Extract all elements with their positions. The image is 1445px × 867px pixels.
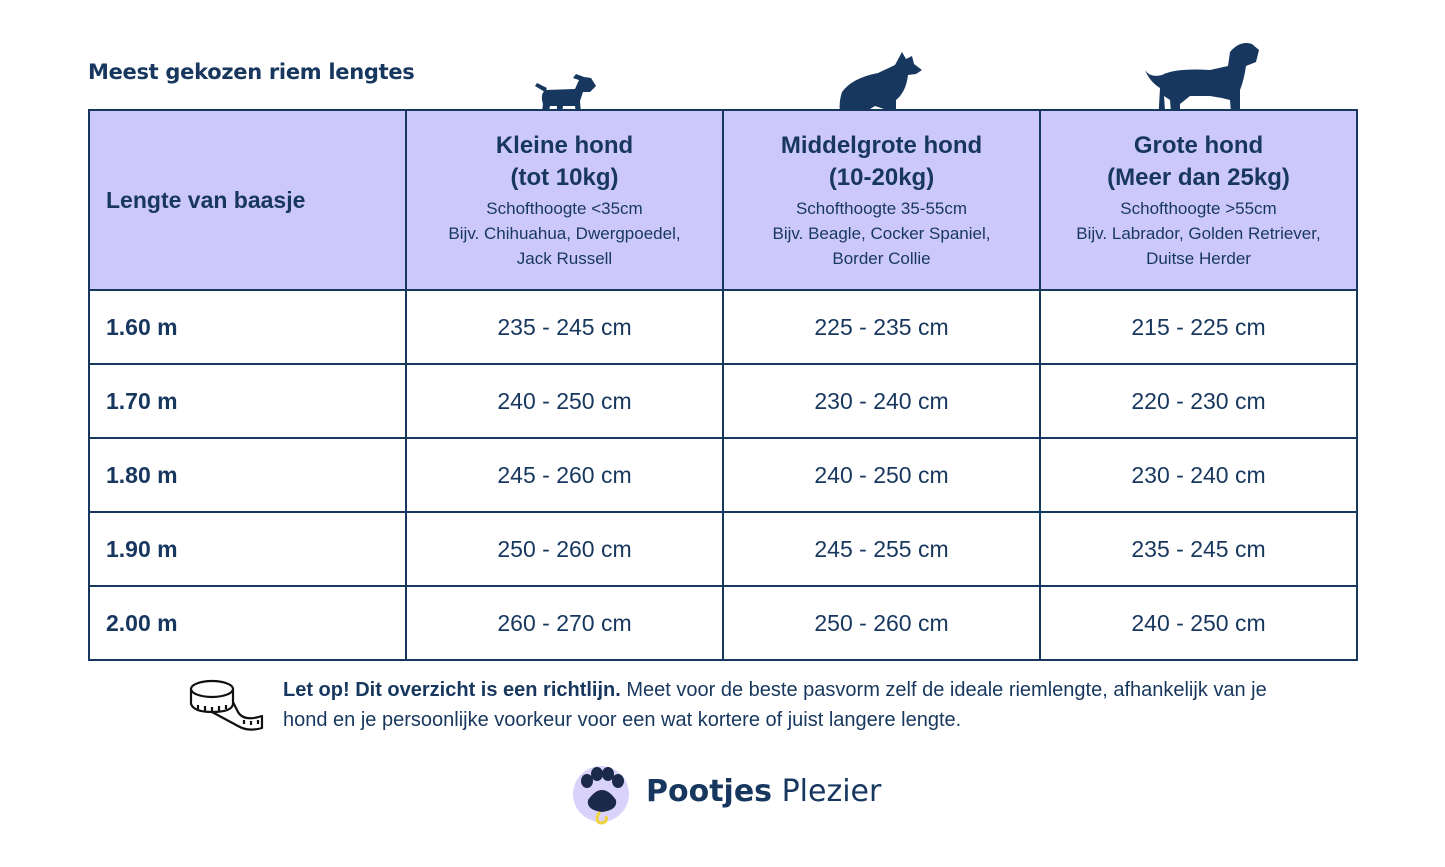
paw	[573, 766, 629, 825]
column-detail: Duitse Herder	[1146, 248, 1251, 268]
leash-length: 235 - 245 cm	[405, 289, 724, 365]
column-title: (10-20kg)	[828, 163, 935, 191]
table-body: 1.60 m 235 - 245 cm 225 - 235 cm 215 - 225 …	[88, 289, 1358, 661]
column-header: Kleine hond (tot 10kg) Schofthoogte <35c…	[405, 109, 724, 291]
logo-text: Pootjes Plezier	[646, 774, 881, 809]
column-header: Middelgrote hond (10-20kg) Schofthoogte …	[722, 109, 1041, 291]
column-title: Grote hond	[1133, 131, 1264, 159]
leash-length: 240 - 250 cm	[1039, 585, 1358, 661]
logo-icon	[573, 766, 629, 825]
column-detail: Bijv. Beagle, Cocker Spaniel,	[772, 223, 991, 243]
owner-height: 1.70 m	[88, 363, 407, 439]
leash-length: 260 - 270 cm	[405, 585, 724, 661]
column-title: (Meer dan 25kg)	[1107, 163, 1290, 191]
column-detail: Schofthoogte 35-55cm	[795, 198, 968, 218]
leash-length: 225 - 235 cm	[722, 289, 1041, 365]
measuring-tape-icon	[189, 679, 264, 731]
table-row: 1.70 m 240 - 250 cm 230 - 240 cm 220 - 230 …	[88, 363, 1358, 439]
column-detail: Bijv. Labrador, Golden Retriever,	[1076, 223, 1321, 243]
leash-length: 215 - 225 cm	[1039, 289, 1358, 365]
leash-table: Lengte van baasje Kleine hond (tot 10kg)…	[88, 109, 1358, 661]
page-title: Meest gekozen riem lengtes	[88, 60, 415, 84]
note-bold: Let op! Dit overzicht is een richtlijn.	[283, 679, 621, 701]
owner-height: 1.80 m	[88, 437, 407, 513]
column-header: Grote hond (Meer dan 25kg) Schofthoogte …	[1039, 109, 1358, 291]
column-detail: Border Collie	[832, 248, 931, 268]
leash-length: 235 - 245 cm	[1039, 511, 1358, 587]
corner-header: Lengte van baasje	[88, 109, 407, 291]
leash-length: 250 - 260 cm	[722, 585, 1041, 661]
logo-regular: Plezier	[781, 774, 882, 809]
leash-length: 250 - 260 cm	[405, 511, 724, 587]
table-row: 2.00 m 260 - 270 cm 250 - 260 cm 240 - 250 …	[88, 585, 1358, 661]
leash-length: 220 - 230 cm	[1039, 363, 1358, 439]
leash-length: 230 - 240 cm	[722, 363, 1041, 439]
leash-length: 230 - 240 cm	[1039, 437, 1358, 513]
table-row: 1.90 m 250 - 260 cm 245 - 255 cm 235 - 245 …	[88, 511, 1358, 587]
leash-length: 245 - 255 cm	[722, 511, 1041, 587]
logo-bold: Pootjes	[646, 774, 773, 809]
owner-height: 2.00 m	[88, 585, 407, 661]
note-text: Meet voor de beste pasvorm zelf de ideal…	[283, 679, 1267, 731]
owner-height: 1.90 m	[88, 511, 407, 587]
leash-length: 245 - 260 cm	[405, 437, 724, 513]
column-detail: Jack Russell	[516, 248, 613, 268]
column-detail: Bijv. Chihuahua, Dwergpoedel,	[448, 223, 681, 243]
column-detail: Schofthoogte <35cm	[486, 198, 643, 218]
table-row: 1.60 m 235 - 245 cm 225 - 235 cm 215 - 225 …	[88, 289, 1358, 365]
large-dog-icon	[1145, 43, 1259, 125]
column-detail: Schofthoogte >55cm	[1120, 198, 1277, 218]
column-title: (tot 10kg)	[510, 163, 619, 191]
table-row: 1.80 m 245 - 260 cm 240 - 250 cm 230 - 240 …	[88, 437, 1358, 513]
owner-height: 1.60 m	[88, 289, 407, 365]
column-title: Middelgrote hond	[780, 131, 983, 159]
leash-length: 240 - 250 cm	[722, 437, 1041, 513]
column-title: Kleine hond	[495, 131, 634, 159]
leash-length: 240 - 250 cm	[405, 363, 724, 439]
note: Let op! Dit overzicht is een richtlijn. …	[283, 675, 1283, 735]
